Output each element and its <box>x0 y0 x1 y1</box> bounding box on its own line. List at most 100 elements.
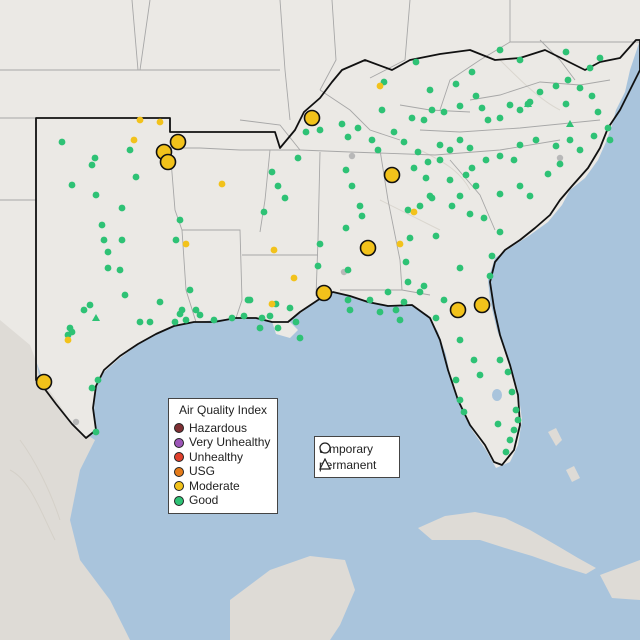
station-marker-good[interactable] <box>171 318 179 326</box>
station-marker-good[interactable] <box>260 208 268 216</box>
station-marker-good[interactable] <box>486 272 494 280</box>
station-marker-good[interactable] <box>228 314 236 322</box>
station-marker-good[interactable] <box>482 156 490 164</box>
station-marker-good[interactable] <box>556 160 564 168</box>
station-marker-good[interactable] <box>121 291 129 299</box>
station-marker-good[interactable] <box>316 240 324 248</box>
station-marker-good[interactable] <box>604 124 612 132</box>
station-marker-good[interactable] <box>416 202 424 210</box>
station-marker-good[interactable] <box>552 82 560 90</box>
station-marker-good[interactable] <box>496 114 504 122</box>
station-marker-good[interactable] <box>240 312 248 320</box>
station-marker-good[interactable] <box>414 148 422 156</box>
station-marker-good[interactable] <box>392 306 400 314</box>
station-marker-good[interactable] <box>576 146 584 154</box>
station-marker-good[interactable] <box>98 221 106 229</box>
station-marker-good[interactable] <box>118 204 126 212</box>
station-marker-no-data[interactable] <box>556 154 564 162</box>
station-marker-good[interactable] <box>281 194 289 202</box>
station-marker-good[interactable] <box>516 182 524 190</box>
station-marker-good[interactable] <box>472 92 480 100</box>
station-marker-good[interactable] <box>274 182 282 190</box>
station-marker-good[interactable] <box>422 174 430 182</box>
station-marker-good[interactable] <box>456 102 464 110</box>
station-marker-good[interactable] <box>468 164 476 172</box>
station-marker-good[interactable] <box>286 304 294 312</box>
station-marker-good[interactable] <box>268 168 276 176</box>
station-marker-good[interactable] <box>472 182 480 190</box>
station-marker-good[interactable] <box>456 336 464 344</box>
station-marker-good[interactable] <box>476 371 484 379</box>
station-marker-good[interactable] <box>448 202 456 210</box>
station-marker-good[interactable] <box>316 126 324 134</box>
station-marker-good[interactable] <box>92 428 100 436</box>
station-marker-good[interactable] <box>512 406 520 414</box>
station-marker-good[interactable] <box>510 156 518 164</box>
station-marker-moderate-temporary[interactable] <box>35 373 53 391</box>
station-marker-good[interactable] <box>516 141 524 149</box>
station-marker-good[interactable] <box>514 416 522 424</box>
station-marker-good[interactable] <box>436 141 444 149</box>
station-marker-good[interactable] <box>510 426 518 434</box>
station-marker-good-permanent[interactable] <box>524 100 532 107</box>
station-marker-good[interactable] <box>400 298 408 306</box>
station-marker-good[interactable] <box>126 146 134 154</box>
station-marker-good[interactable] <box>452 376 460 384</box>
station-marker-good[interactable] <box>378 106 386 114</box>
station-marker-moderate-temporary[interactable] <box>359 239 377 257</box>
station-marker-good[interactable] <box>452 80 460 88</box>
station-marker-good[interactable] <box>468 68 476 76</box>
station-marker-moderate[interactable] <box>410 208 418 216</box>
station-marker-good[interactable] <box>88 161 96 169</box>
station-marker-good[interactable] <box>266 312 274 320</box>
station-marker-moderate[interactable] <box>182 240 190 248</box>
station-marker-good[interactable] <box>384 288 392 296</box>
station-marker-moderate-temporary[interactable] <box>159 153 177 171</box>
station-marker-good[interactable] <box>404 278 412 286</box>
station-marker-good[interactable] <box>470 356 478 364</box>
station-marker-good[interactable] <box>68 181 76 189</box>
station-marker-good[interactable] <box>344 133 352 141</box>
station-marker-good[interactable] <box>606 136 614 144</box>
station-marker-good[interactable] <box>342 166 350 174</box>
station-marker-good[interactable] <box>314 262 322 270</box>
station-marker-moderate[interactable] <box>290 274 298 282</box>
station-marker-moderate-temporary[interactable] <box>303 109 321 127</box>
station-marker-good[interactable] <box>182 316 190 324</box>
station-marker-moderate[interactable] <box>396 240 404 248</box>
station-marker-good[interactable] <box>100 236 108 244</box>
station-marker-good-permanent[interactable] <box>92 314 100 321</box>
station-marker-good[interactable] <box>494 420 502 428</box>
station-marker-good[interactable] <box>408 114 416 122</box>
station-marker-good[interactable] <box>496 46 504 54</box>
station-marker-good[interactable] <box>480 214 488 222</box>
station-marker-good[interactable] <box>354 124 362 132</box>
station-marker-good[interactable] <box>92 191 100 199</box>
station-marker-good[interactable] <box>186 286 194 294</box>
station-marker-good[interactable] <box>368 136 376 144</box>
station-marker-moderate[interactable] <box>376 82 384 90</box>
station-marker-moderate-temporary[interactable] <box>169 133 187 151</box>
station-marker-moderate-temporary[interactable] <box>449 301 467 319</box>
station-marker-good[interactable] <box>344 296 352 304</box>
station-marker-good[interactable] <box>466 210 474 218</box>
station-marker-good[interactable] <box>342 224 350 232</box>
station-marker-good[interactable] <box>94 376 102 384</box>
station-marker-good[interactable] <box>91 154 99 162</box>
station-marker-good[interactable] <box>116 266 124 274</box>
station-marker-moderate-temporary[interactable] <box>473 296 491 314</box>
station-marker-good[interactable] <box>446 176 454 184</box>
station-marker-no-data[interactable] <box>348 152 356 160</box>
station-marker-good[interactable] <box>502 448 510 456</box>
station-marker-good[interactable] <box>428 106 436 114</box>
station-marker-good[interactable] <box>478 104 486 112</box>
station-marker-good[interactable] <box>432 232 440 240</box>
station-marker-moderate[interactable] <box>218 180 226 188</box>
station-marker-good[interactable] <box>356 202 364 210</box>
station-marker-good[interactable] <box>366 296 374 304</box>
station-marker-good[interactable] <box>436 156 444 164</box>
station-marker-good[interactable] <box>196 311 204 319</box>
station-marker-good[interactable] <box>88 384 96 392</box>
station-marker-good[interactable] <box>496 228 504 236</box>
